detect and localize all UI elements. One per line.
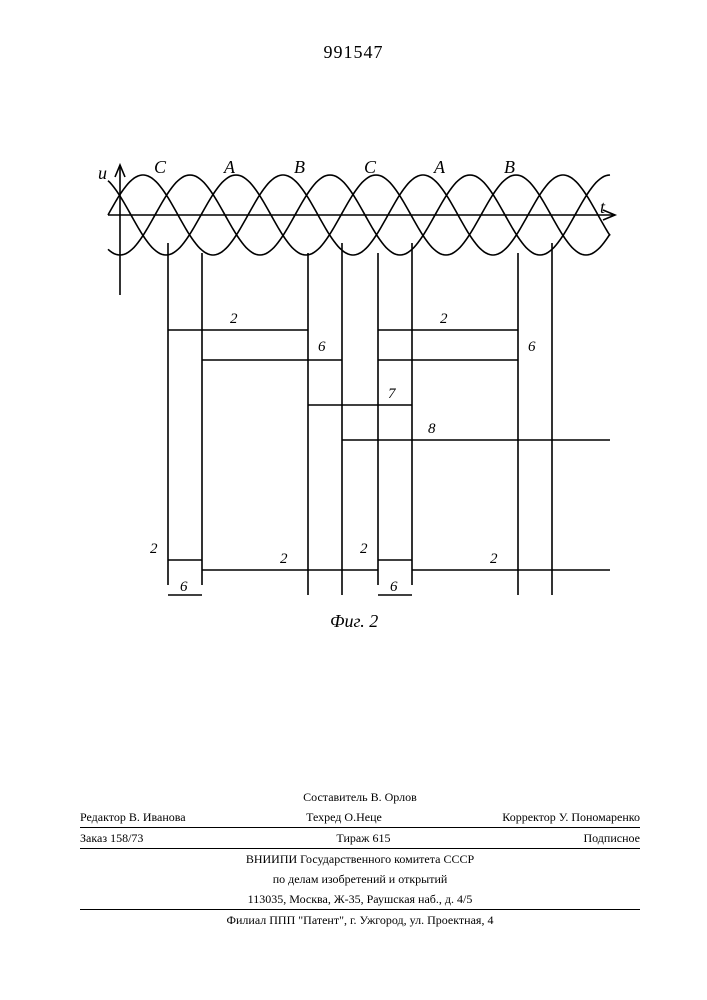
diagram-svg	[90, 155, 620, 635]
addr-line-1: 113035, Москва, Ж-35, Раушская наб., д. …	[80, 889, 640, 910]
tirage-cell: Тираж 615	[336, 829, 390, 847]
signal-number-label: 2	[360, 541, 368, 558]
compiler-name: В. Орлов	[371, 790, 417, 804]
addr-line-2: Филиал ППП "Патент", г. Ужгород, ул. Про…	[80, 910, 640, 930]
tech-label: Техред	[306, 810, 341, 824]
editor-name: В. Иванова	[129, 810, 186, 824]
imprint-footer: Составитель В. Орлов Редактор В. Иванова…	[80, 787, 640, 930]
corrector-label: Корректор	[502, 810, 556, 824]
phase-label: C	[154, 157, 166, 178]
signal-number-label: 7	[388, 386, 396, 403]
signal-number-label: 6	[528, 339, 536, 356]
credits-line: Редактор В. Иванова Техред О.Неце Коррек…	[80, 807, 640, 828]
compiler-label: Составитель	[303, 790, 367, 804]
phase-label: B	[504, 157, 515, 178]
subscription-cell: Подписное	[583, 829, 640, 847]
signal-number-label: 6	[390, 579, 398, 596]
tirage-value: 615	[372, 831, 390, 845]
tech-name: О.Неце	[344, 810, 381, 824]
order-value: 158/73	[110, 831, 143, 845]
order-cell: Заказ 158/73	[80, 829, 143, 847]
phase-label: C	[364, 157, 376, 178]
compiler-line: Составитель В. Орлов	[80, 787, 640, 807]
signal-number-label: 6	[180, 579, 188, 596]
signal-number-label: 2	[280, 551, 288, 568]
tirage-label: Тираж	[336, 831, 369, 845]
signal-number-label: 6	[318, 339, 326, 356]
corrector-name: У. Пономаренко	[559, 810, 640, 824]
timing-diagram: C A B C A B 2 6 2 6 7 8 2 2 6 2 2 6 u t Фиг. 2	[90, 155, 620, 635]
org-line-2: по делам изобретений и открытий	[80, 869, 640, 889]
x-axis-label: t	[600, 197, 605, 218]
page-number: 991547	[0, 42, 707, 63]
signal-number-label: 2	[440, 311, 448, 328]
editor-label: Редактор	[80, 810, 126, 824]
y-axis-label: u	[98, 163, 107, 184]
phase-label: A	[434, 157, 445, 178]
order-label: Заказ	[80, 831, 107, 845]
editor-cell: Редактор В. Иванова	[80, 808, 186, 826]
org-line-1: ВНИИПИ Государственного комитета СССР	[80, 849, 640, 869]
signal-number-label: 8	[428, 421, 436, 438]
phase-label: A	[224, 157, 235, 178]
order-line: Заказ 158/73 Тираж 615 Подписное	[80, 828, 640, 849]
tech-cell: Техред О.Неце	[306, 808, 382, 826]
signal-number-label: 2	[230, 311, 238, 328]
signal-number-label: 2	[150, 541, 158, 558]
corrector-cell: Корректор У. Пономаренко	[502, 808, 640, 826]
phase-label: B	[294, 157, 305, 178]
signal-number-label: 2	[490, 551, 498, 568]
figure-caption: Фиг. 2	[330, 611, 378, 632]
